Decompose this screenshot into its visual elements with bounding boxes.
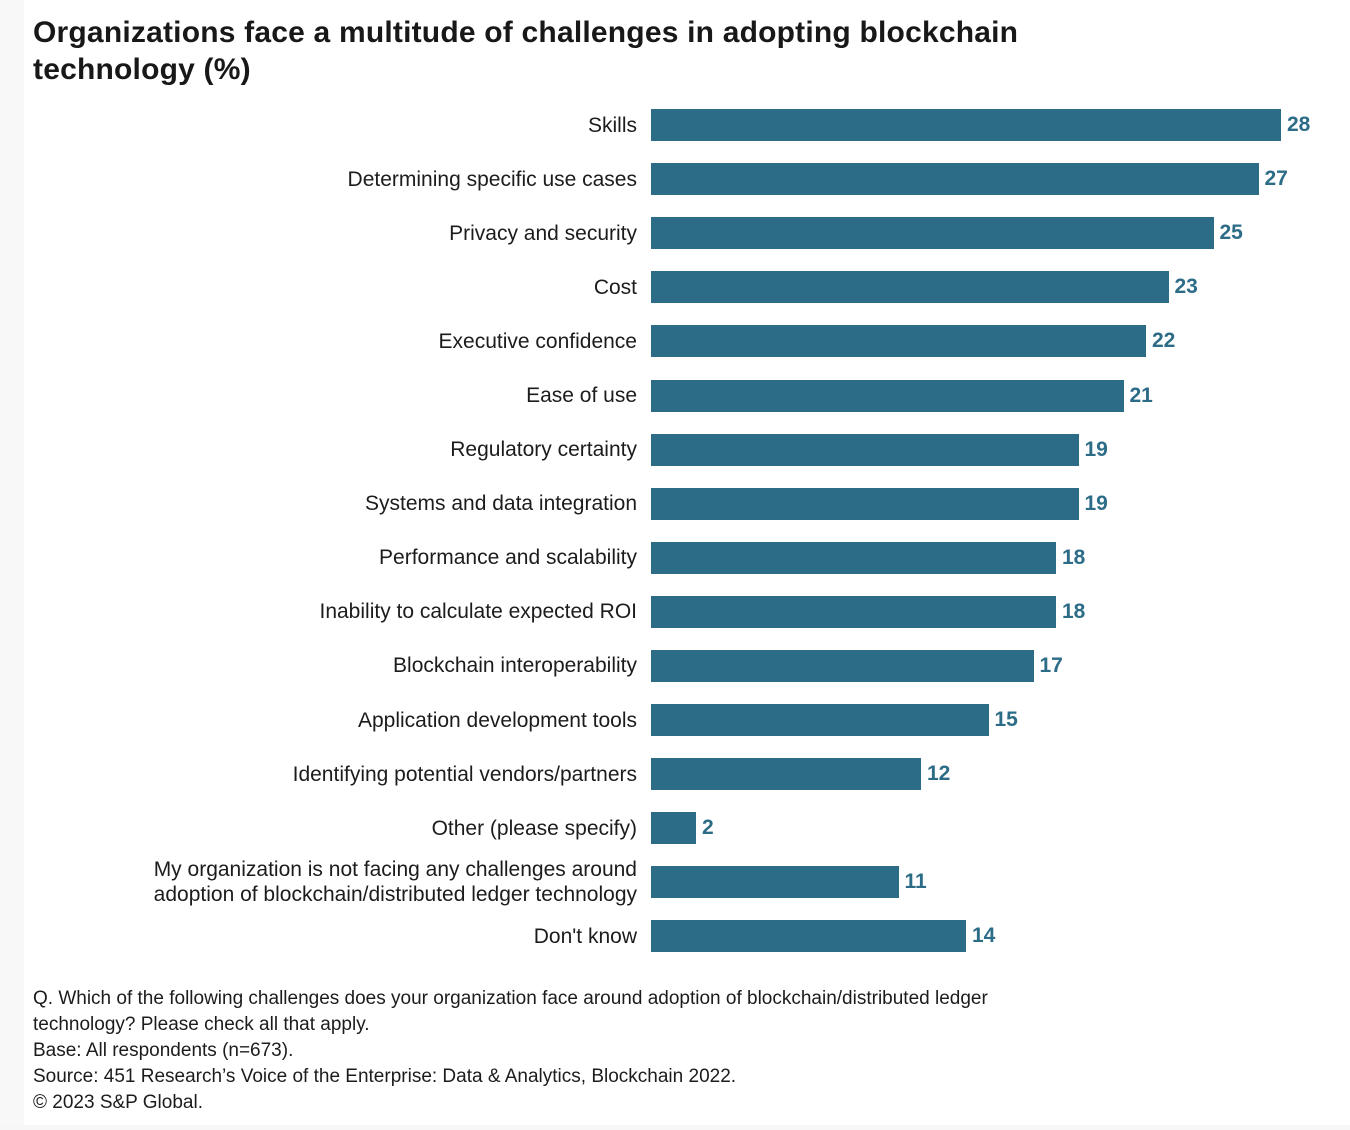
category-label: Identifying potential vendors/partners bbox=[292, 762, 637, 786]
bar-track: 11 bbox=[651, 866, 1350, 899]
value-label: 28 bbox=[1287, 113, 1311, 137]
footnote-base: Base: All respondents (n=673). bbox=[33, 1039, 294, 1061]
category-label: Application development tools bbox=[357, 708, 637, 732]
bar bbox=[651, 487, 1079, 520]
value-label: 25 bbox=[1219, 221, 1243, 245]
bar bbox=[651, 217, 1214, 250]
bar bbox=[651, 866, 899, 899]
chart-row: Privacy and security 25 bbox=[0, 206, 1350, 260]
bar bbox=[651, 595, 1056, 628]
footnote-copyright: © 2023 S&P Global. bbox=[33, 1091, 203, 1113]
chart-row: Identifying potential vendors/partners 12 bbox=[0, 747, 1350, 801]
bar bbox=[651, 109, 1281, 142]
bar bbox=[651, 541, 1056, 574]
chart-row: Cost 23 bbox=[0, 260, 1350, 314]
bar-chart: Skills 28 Determining specific use cases 27… bbox=[0, 98, 1350, 964]
bar-track: 2 bbox=[651, 812, 1350, 845]
footnote-question-line-2: technology? Please check all that apply. bbox=[33, 1013, 370, 1035]
category-label: Skills bbox=[587, 113, 637, 137]
bar bbox=[651, 704, 989, 737]
chart-row: Executive confidence 22 bbox=[0, 314, 1350, 368]
page-bottom-edge bbox=[0, 1125, 1350, 1130]
footnote-source: Source: 451 Research’s Voice of the Ente… bbox=[33, 1065, 737, 1087]
bar-track: 17 bbox=[651, 649, 1350, 682]
bar bbox=[651, 920, 966, 953]
category-label: Performance and scalability bbox=[379, 546, 637, 570]
bar-track: 28 bbox=[651, 109, 1350, 142]
page-left-edge bbox=[0, 0, 24, 1130]
category-label: Regulatory certainty bbox=[450, 438, 637, 462]
chart-row: Systems and data integration 19 bbox=[0, 477, 1350, 531]
bar-track: 21 bbox=[651, 379, 1350, 412]
category-label: Determining specific use cases bbox=[347, 167, 637, 191]
bar-track: 23 bbox=[651, 271, 1350, 304]
category-label: Privacy and security bbox=[449, 221, 637, 245]
chart-row: Ease of use 21 bbox=[0, 368, 1350, 422]
chart-row: Application development tools 15 bbox=[0, 693, 1350, 747]
category-label: Systems and data integration bbox=[365, 492, 637, 516]
category-label: Other (please specify) bbox=[431, 816, 637, 840]
bar-track: 22 bbox=[651, 325, 1350, 358]
bar-track: 19 bbox=[651, 487, 1350, 520]
bar-track: 12 bbox=[651, 758, 1350, 791]
value-label: 12 bbox=[927, 762, 951, 786]
chart-row: Determining specific use cases 27 bbox=[0, 152, 1350, 206]
chart-row: Blockchain interoperability 17 bbox=[0, 639, 1350, 693]
category-label: Ease of use bbox=[526, 384, 637, 408]
value-label: 22 bbox=[1152, 329, 1176, 353]
value-label: 21 bbox=[1129, 383, 1153, 407]
bar-track: 18 bbox=[651, 541, 1350, 574]
bar bbox=[651, 325, 1146, 358]
value-label: 27 bbox=[1264, 167, 1288, 191]
category-label: My organization is not facing any challe… bbox=[153, 858, 637, 907]
bar-track: 27 bbox=[651, 163, 1350, 196]
bar bbox=[651, 379, 1124, 412]
chart-row: Inability to calculate expected ROI 18 bbox=[0, 585, 1350, 639]
value-label: 11 bbox=[904, 870, 927, 894]
value-label: 2 bbox=[702, 816, 714, 840]
chart-title: Organizations face a multitude of challe… bbox=[33, 16, 1019, 86]
value-label: 23 bbox=[1174, 275, 1198, 299]
value-label: 19 bbox=[1084, 491, 1108, 515]
value-label: 17 bbox=[1039, 653, 1063, 677]
chart-row: Don't know 14 bbox=[0, 909, 1350, 963]
bar bbox=[651, 433, 1079, 466]
chart-row: My organization is not facing any challe… bbox=[0, 855, 1350, 909]
bar-track: 14 bbox=[651, 920, 1350, 953]
value-label: 18 bbox=[1062, 545, 1086, 569]
bar-track: 18 bbox=[651, 595, 1350, 628]
bar-track: 15 bbox=[651, 704, 1350, 737]
category-label: Inability to calculate expected ROI bbox=[319, 600, 637, 624]
value-label: 19 bbox=[1084, 437, 1108, 461]
footnote-question-line-1: Q. Which of the following challenges doe… bbox=[33, 987, 988, 1009]
chart-row: Skills 28 bbox=[0, 98, 1350, 152]
value-label: 15 bbox=[994, 708, 1018, 732]
chart-footnotes: Q. Which of the following challenges doe… bbox=[33, 986, 1350, 1116]
bar bbox=[651, 812, 696, 845]
bar bbox=[651, 758, 921, 791]
chart-row: Regulatory certainty 19 bbox=[0, 423, 1350, 477]
category-label: Cost bbox=[593, 275, 637, 299]
chart-row: Performance and scalability 18 bbox=[0, 531, 1350, 585]
value-label: 18 bbox=[1062, 599, 1086, 623]
chart-row: Other (please specify) 2 bbox=[0, 801, 1350, 855]
bar-track: 19 bbox=[651, 433, 1350, 466]
bar bbox=[651, 271, 1169, 304]
bar-track: 25 bbox=[651, 217, 1350, 250]
category-label: Blockchain interoperability bbox=[393, 654, 637, 678]
category-label: Executive confidence bbox=[438, 329, 637, 353]
value-label: 14 bbox=[972, 924, 996, 948]
category-label: Don't know bbox=[533, 924, 637, 948]
bar bbox=[651, 649, 1034, 682]
bar bbox=[651, 163, 1259, 196]
